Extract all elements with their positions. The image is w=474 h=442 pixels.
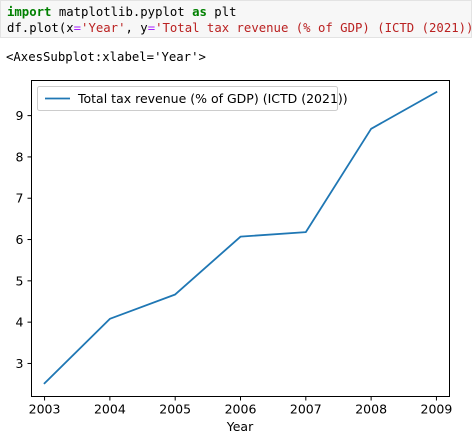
y-argument: 'Total tax revenue (% of GDP) (ICTD (202… [155, 21, 474, 35]
code-cell[interactable]: import matplotlib.pyplot as plt df.plot(… [0, 0, 474, 38]
keyword-as: as [192, 5, 207, 19]
legend-label: Total tax revenue (% of GDP) (ICTD (2021… [77, 91, 348, 106]
x-tick-label: 2005 [159, 402, 191, 417]
alias-name: plt [206, 5, 237, 19]
equals-sign: = [73, 21, 82, 35]
x-tick-label: 2003 [29, 402, 61, 417]
series-line [43, 90, 438, 385]
y-tick-label: 9 [16, 108, 24, 123]
y-tick-label: 4 [16, 315, 24, 330]
x-argument: 'Year' [81, 21, 126, 35]
cell-output-text: <AxesSubplot:xlabel='Year'> [6, 50, 206, 64]
x-tick-label: 2009 [421, 402, 453, 417]
x-tick-label: 2008 [355, 402, 387, 417]
y-tick-label: 7 [16, 191, 24, 206]
code-line-import: import matplotlib.pyplot as plt [7, 4, 471, 20]
y-tick-label: 8 [16, 149, 24, 164]
code-line-plot: df.plot(x='Year', y='Total tax revenue (… [7, 20, 474, 36]
y-tick-label: 3 [16, 356, 24, 371]
plot-area-frame [31, 80, 450, 397]
x-tick-label: 2007 [290, 402, 322, 417]
module-name: matplotlib.pyplot [51, 5, 193, 19]
y-tick-label: 6 [16, 232, 24, 247]
plot-call-start: df.plot(x [7, 21, 74, 35]
equals-sign: = [147, 21, 156, 35]
x-tick-label: 2006 [225, 402, 257, 417]
keyword-import: import [7, 5, 52, 19]
x-tick-label: 2004 [94, 402, 126, 417]
chart-legend: Total tax revenue (% of GDP) (ICTD (2021… [37, 86, 348, 111]
legend-box [37, 86, 338, 111]
plot-call-mid: , y [125, 21, 148, 35]
x-axis-title: Year [226, 419, 254, 434]
y-tick-label: 5 [16, 273, 24, 288]
